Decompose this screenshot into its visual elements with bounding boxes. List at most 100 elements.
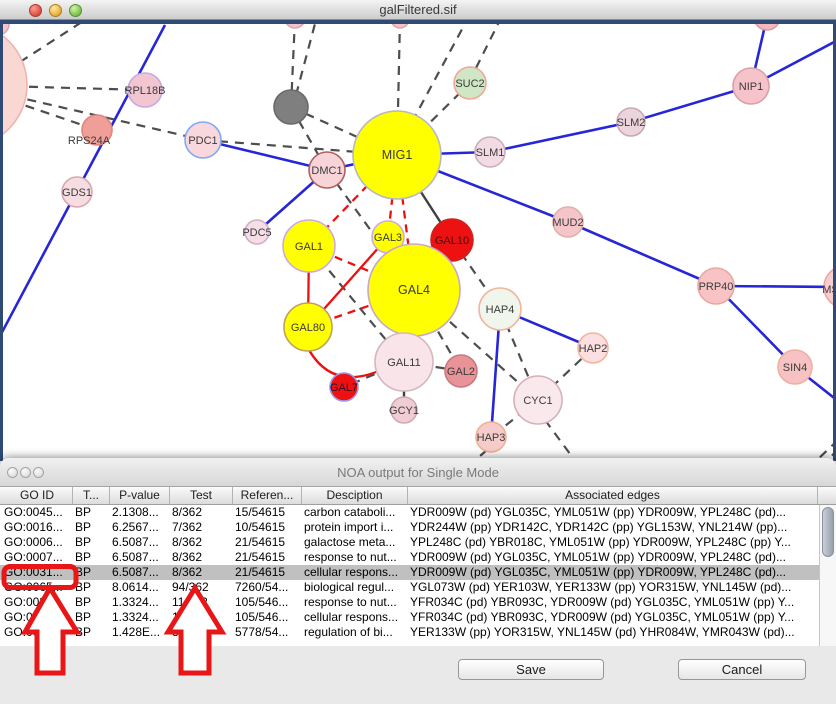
node-label-DMC1: DMC1	[311, 165, 342, 177]
network-node-PDC5[interactable]	[244, 219, 270, 245]
network-edge	[537, 347, 594, 401]
main-window-titlebar: galFiltered.sif	[0, 0, 836, 20]
column-header-description[interactable]: Desciption	[302, 487, 408, 504]
table-scrollbar[interactable]	[819, 505, 836, 646]
network-node-MIG1[interactable]	[352, 110, 442, 200]
network-node-MUD2[interactable]	[552, 206, 584, 238]
results-table[interactable]: GO:0045... BP 2.1308... 8/362 15/54615 carbon…	[0, 505, 819, 647]
table-cell-test: 8/362	[172, 505, 203, 519]
network-node-HAP2[interactable]	[577, 332, 609, 364]
table-cell-type: BP	[75, 565, 92, 579]
network-node-cut2[interactable]	[391, 20, 409, 29]
network-node-GAL7[interactable]	[329, 372, 359, 402]
node-label-CYC1: CYC1	[523, 395, 552, 407]
table-row[interactable]: GO:0006... BP 6.5087... 8/362 21/54615 galact…	[0, 535, 819, 550]
noa-zoom-button[interactable]	[33, 467, 44, 478]
network-edge	[411, 24, 467, 123]
scrollbar-thumb[interactable]	[822, 507, 834, 557]
table-row[interactable]: GO:0031... BP 6.5087... 8/362 21/54615 cellul…	[0, 565, 819, 580]
cancel-button[interactable]: Cancel	[678, 659, 806, 680]
network-edge	[567, 220, 717, 288]
network-node-graynode[interactable]	[273, 89, 309, 125]
table-cell-p_value: 8.0614...	[112, 580, 159, 594]
column-header-type[interactable]: T...	[73, 487, 110, 504]
table-cell-test: 8/362	[172, 535, 203, 549]
node-label-GDS1: GDS1	[62, 187, 92, 199]
table-cell-p_value: 6.2567...	[112, 520, 159, 534]
network-node-SIN4[interactable]	[777, 349, 813, 385]
network-node-PRP40[interactable]	[697, 267, 735, 305]
network-node-RPL18B[interactable]	[127, 72, 163, 108]
table-cell-reference: 10/54615	[235, 520, 286, 534]
column-header-p_value[interactable]: P-value	[110, 487, 170, 504]
column-header-go_id[interactable]: GO ID	[2, 487, 73, 504]
table-cell-reference: 21/54615	[235, 565, 286, 579]
table-row[interactable]: GO:0007... BP 6.5087... 8/362 21/54615 respon…	[0, 550, 819, 565]
network-node-MSI[interactable]	[823, 266, 836, 308]
close-button[interactable]	[29, 4, 42, 17]
network-node-GAL80[interactable]	[283, 302, 333, 352]
table-row[interactable]: GO:0016... BP 6.2567... 7/362 10/54615 protei…	[0, 520, 819, 535]
network-node-topleft-cut[interactable]	[0, 20, 10, 35]
table-cell-reference: 21/54615	[235, 550, 286, 564]
network-node-GAL2[interactable]	[444, 354, 478, 388]
column-header-reference[interactable]: Referen...	[233, 487, 302, 504]
network-node-GCY1[interactable]	[390, 396, 418, 424]
network-node-GAL1[interactable]	[282, 219, 336, 273]
table-cell-description: regulation of bi...	[304, 625, 393, 639]
network-view[interactable]: RPL18B RPS24A GDS1 PDC1 DMC1 MIG1 SUC2 SLM1 SLM2…	[0, 20, 836, 461]
network-node-HAP4[interactable]	[478, 287, 522, 331]
network-node-PDC1[interactable]	[184, 121, 222, 159]
table-cell-test: 8/362	[172, 565, 203, 579]
column-header-test[interactable]: Test	[170, 487, 233, 504]
table-cell-edges: YER133W (pp) YOR315W, YNL145W (pd) YHR08…	[410, 625, 795, 639]
node-label-GAL10: GAL10	[435, 235, 469, 247]
network-edge	[202, 138, 328, 172]
network-node-HAP3[interactable]	[475, 421, 507, 453]
network-node-SLM1[interactable]	[474, 136, 506, 168]
table-row[interactable]: GO:0045... BP 2.1308... 8/362 15/54615 carbon…	[0, 505, 819, 520]
table-cell-type: BP	[75, 550, 92, 564]
table-header: GO ID T... P-value Test Referen... Desciption…	[0, 487, 836, 505]
table-cell-reference: 5778/54...	[235, 625, 289, 639]
network-node-GDS1[interactable]	[61, 176, 93, 208]
noa-close-button[interactable]	[7, 467, 18, 478]
save-button[interactable]: Save	[458, 659, 604, 680]
table-row[interactable]: GO:0031... BP 1.3324... 11/362 105/546... res…	[0, 595, 819, 610]
node-label-GCY1: GCY1	[389, 405, 419, 417]
network-edge	[290, 106, 328, 171]
network-node-CYC1[interactable]	[513, 375, 563, 425]
table-row[interactable]: GO:0050... BP 1.428E... 80/362 5778/54... reg…	[0, 625, 819, 640]
node-label-SIN4: SIN4	[783, 362, 807, 374]
network-node-GAL10[interactable]	[430, 218, 474, 262]
network-node-cut3[interactable]	[754, 20, 780, 31]
network-canvas[interactable]: RPL18B RPS24A GDS1 PDC1 DMC1 MIG1 SUC2 SLM1 SLM2…	[0, 20, 836, 461]
network-node-SLM2[interactable]	[616, 107, 646, 137]
node-label-HAP2: HAP2	[579, 343, 608, 355]
zoom-button[interactable]	[69, 4, 82, 17]
network-node-cut1[interactable]	[285, 20, 305, 29]
table-row[interactable]: GO:0031... BP 1.3324... 11/362 105/546... cel…	[0, 610, 819, 625]
table-cell-description: response to nut...	[304, 550, 397, 564]
noa-output-window: NOA output for Single Mode GO ID T... P-va…	[0, 458, 836, 704]
network-node-DMC1[interactable]	[308, 151, 346, 189]
table-cell-edges: YGL073W (pd) YER103W, YER133W (pp) YOR31…	[410, 580, 792, 594]
network-node-GAL11[interactable]	[374, 332, 434, 392]
table-cell-reference: 105/546...	[235, 595, 289, 609]
column-header-edges[interactable]: Associated edges	[408, 487, 818, 504]
network-node-bigleft[interactable]	[0, 23, 28, 147]
noa-minimize-button[interactable]	[20, 467, 31, 478]
network-node-NIP1[interactable]	[732, 67, 770, 105]
table-cell-description: galactose meta...	[304, 535, 396, 549]
network-node-SUC2[interactable]	[453, 66, 487, 100]
network-edge	[413, 289, 539, 401]
table-cell-edges: YDR009W (pd) YGL035C, YML051W (pp) YDR00…	[410, 565, 786, 579]
table-row[interactable]: GO:0065... BP 8.0614... 94/362 7260/54... bio…	[0, 580, 819, 595]
minimize-button[interactable]	[49, 4, 62, 17]
table-cell-description: biological regul...	[304, 580, 395, 594]
node-label-SUC2: SUC2	[455, 78, 484, 90]
network-edge	[544, 419, 577, 461]
table-cell-p_value: 6.5087...	[112, 535, 159, 549]
table-cell-edges: YDR244W (pp) YDR142C, YDR142C (pp) YGL15…	[410, 520, 788, 534]
network-node-RPS24A[interactable]	[81, 114, 113, 146]
